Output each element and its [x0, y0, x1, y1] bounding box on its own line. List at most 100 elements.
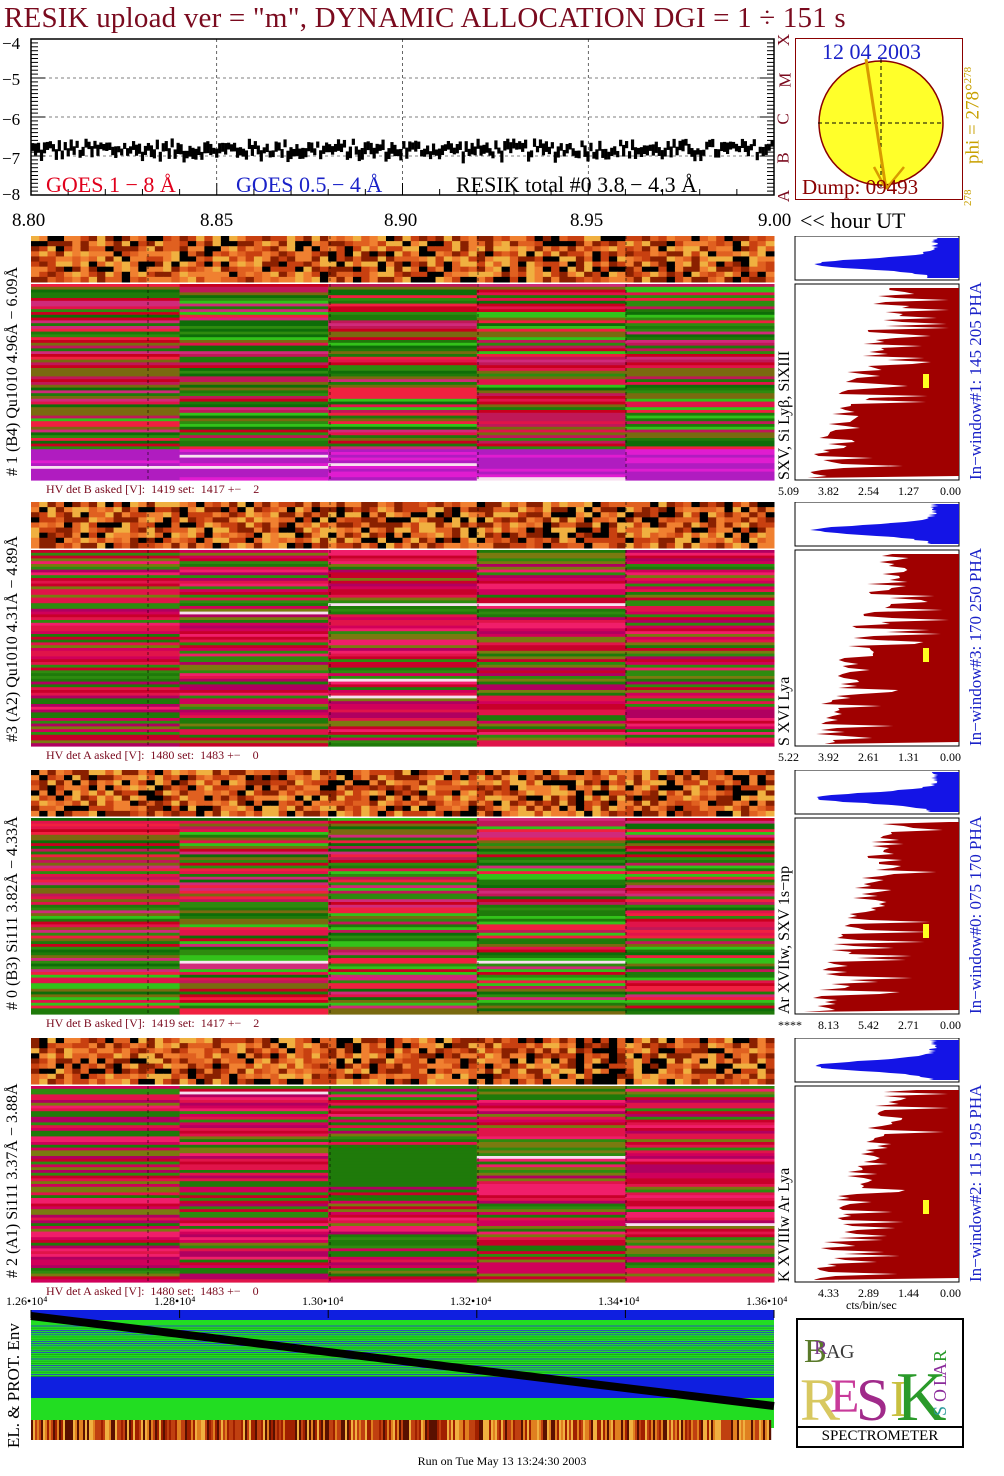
resik-total-point — [155, 139, 159, 150]
band-cell — [286, 532, 296, 539]
band-cell — [171, 1043, 181, 1049]
spectrogram-line — [179, 966, 329, 970]
phi-sup: 278 — [962, 66, 974, 84]
spectrogram-line — [625, 575, 775, 579]
band-cell — [319, 1063, 329, 1070]
resik-total-point — [547, 146, 551, 155]
band-cell — [196, 785, 205, 791]
spectrogram-line — [179, 667, 329, 671]
band-cell — [435, 512, 445, 518]
band-cell — [732, 532, 742, 539]
band-cell — [311, 512, 321, 518]
spectrogram-line — [328, 340, 478, 344]
band-cell — [452, 266, 461, 273]
band-cell — [468, 241, 478, 247]
band-cell — [220, 542, 230, 549]
band-cell — [229, 266, 238, 273]
spectrogram-line — [328, 404, 478, 408]
spectrogram-line — [476, 690, 626, 694]
spectrogram-line — [179, 930, 329, 934]
goes-xtick: 8.90 — [384, 210, 418, 231]
band-cell — [625, 1053, 635, 1059]
band-cell — [666, 810, 676, 817]
spectrogram-line — [179, 1161, 329, 1165]
band-cell — [196, 261, 205, 268]
spectrogram-line — [31, 449, 181, 453]
band-cell — [625, 271, 635, 278]
spectrogram-line — [31, 921, 181, 925]
band-cell — [196, 527, 205, 534]
spectrogram-line — [31, 692, 181, 697]
spectrogram-line — [179, 628, 329, 632]
spectrogram-line — [328, 648, 478, 652]
resik-total-point — [330, 146, 335, 155]
spectrogram-line — [328, 1234, 478, 1238]
resik-total-point — [111, 146, 115, 156]
spectrogram-line — [476, 935, 626, 939]
band-cell — [658, 1043, 668, 1049]
spectrogram-line — [328, 449, 478, 453]
spectrogram-line — [476, 662, 626, 666]
band-cell — [435, 810, 445, 817]
band-cell — [64, 532, 73, 539]
band-cell — [592, 770, 602, 776]
band-cell — [427, 532, 437, 539]
band-cell — [196, 236, 205, 242]
spectrogram-line — [328, 902, 478, 906]
spectrogram-line — [625, 566, 775, 571]
band-cell — [584, 785, 593, 791]
spectrogram-line — [328, 974, 478, 979]
band-cell — [237, 542, 247, 549]
band-cell — [377, 532, 387, 539]
band-cell — [171, 241, 181, 247]
band-cell — [542, 512, 552, 518]
band-cell — [295, 1058, 304, 1065]
band-cell — [427, 795, 437, 802]
band-cell — [410, 1063, 420, 1070]
band-cell — [146, 1043, 156, 1049]
spectrogram-line — [328, 893, 478, 897]
spectrogram-line — [328, 1203, 478, 1207]
resik-total-point — [241, 148, 246, 157]
spectrogram-line — [476, 876, 626, 881]
band-cell — [691, 1043, 701, 1049]
band-cell — [542, 785, 552, 791]
band-cell — [394, 795, 403, 802]
band-cell — [385, 522, 395, 529]
band-cell — [443, 795, 453, 802]
band-cell — [732, 507, 742, 513]
band-cell — [204, 271, 214, 278]
band-cell — [80, 507, 90, 513]
band-cell — [707, 522, 717, 529]
band-cell — [212, 236, 222, 242]
spectrogram-line — [179, 910, 329, 914]
spectrogram-line — [31, 966, 181, 970]
spectrogram-line — [328, 1240, 478, 1244]
spectrogram-line — [179, 743, 329, 747]
band-cell — [567, 507, 577, 513]
band-cell — [658, 542, 668, 549]
band-cell — [97, 256, 106, 263]
spectrogram-line — [328, 337, 478, 341]
band-cell — [146, 1063, 156, 1070]
resik-total-point — [322, 145, 326, 154]
band-cell — [311, 1053, 321, 1059]
resik-total-point — [711, 138, 715, 148]
band-cell — [575, 507, 585, 513]
band-cell — [245, 1068, 255, 1075]
band-cell — [377, 527, 387, 534]
spectrogram-line — [476, 365, 626, 369]
band-cell — [567, 527, 577, 534]
band-cell — [64, 780, 73, 786]
spectrogram-line — [625, 681, 775, 685]
band-cell — [303, 785, 313, 791]
spectrogram-line — [476, 404, 626, 408]
spectrogram-line — [179, 438, 329, 442]
band-cell — [278, 805, 288, 812]
band-cell — [361, 266, 370, 273]
band-cell — [113, 1048, 123, 1054]
band-cell — [674, 770, 684, 776]
band-cell — [245, 502, 255, 508]
spectrogram-line — [179, 1226, 329, 1230]
band-cell — [179, 542, 189, 549]
